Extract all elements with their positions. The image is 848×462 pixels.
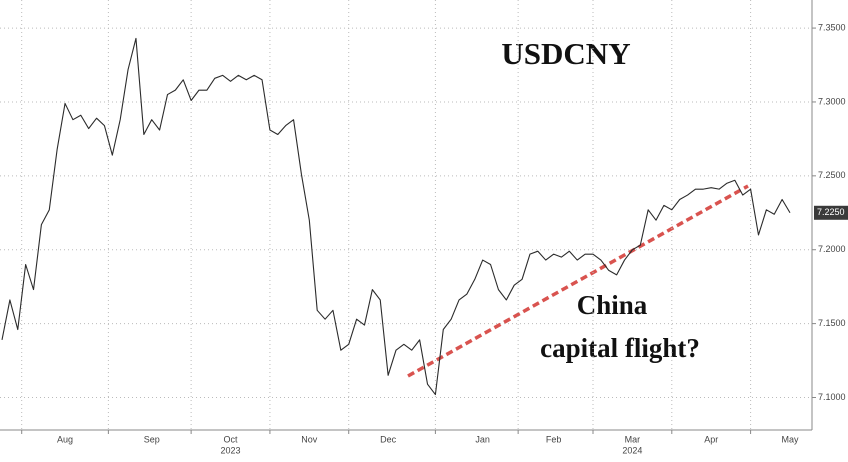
x-year-label: 2023 xyxy=(221,445,241,455)
x-tick-label: Jan xyxy=(475,434,490,444)
x-year-label: 2024 xyxy=(622,445,642,455)
chart-title: USDCNY xyxy=(501,36,630,71)
trend-arrow xyxy=(407,184,749,378)
x-tick-label: Mar xyxy=(625,434,641,444)
x-tick-label: Feb xyxy=(546,434,562,444)
x-tick-label: Apr xyxy=(704,434,718,444)
y-tick-label: 7.2500 xyxy=(818,170,846,180)
last-value-box xyxy=(814,205,848,220)
y-tick-label: 7.1000 xyxy=(818,392,846,402)
data-line xyxy=(1,37,791,396)
x-tick-label: Sep xyxy=(144,434,160,444)
annotation: capital flight? xyxy=(540,333,700,363)
last-value-label: 7.2250 xyxy=(817,207,845,217)
x-tick-label: Oct xyxy=(224,434,239,444)
y-tick-label: 7.3500 xyxy=(818,22,846,32)
annotation: China xyxy=(577,290,648,320)
y-tick-label: 7.2000 xyxy=(818,244,846,254)
x-tick-label: May xyxy=(781,434,799,444)
x-tick-label: Aug xyxy=(57,434,73,444)
y-tick-label: 7.3000 xyxy=(818,96,846,106)
x-tick-label: Nov xyxy=(301,434,318,444)
y-tick-label: 7.1500 xyxy=(818,318,846,328)
x-tick-label: Dec xyxy=(380,434,397,444)
